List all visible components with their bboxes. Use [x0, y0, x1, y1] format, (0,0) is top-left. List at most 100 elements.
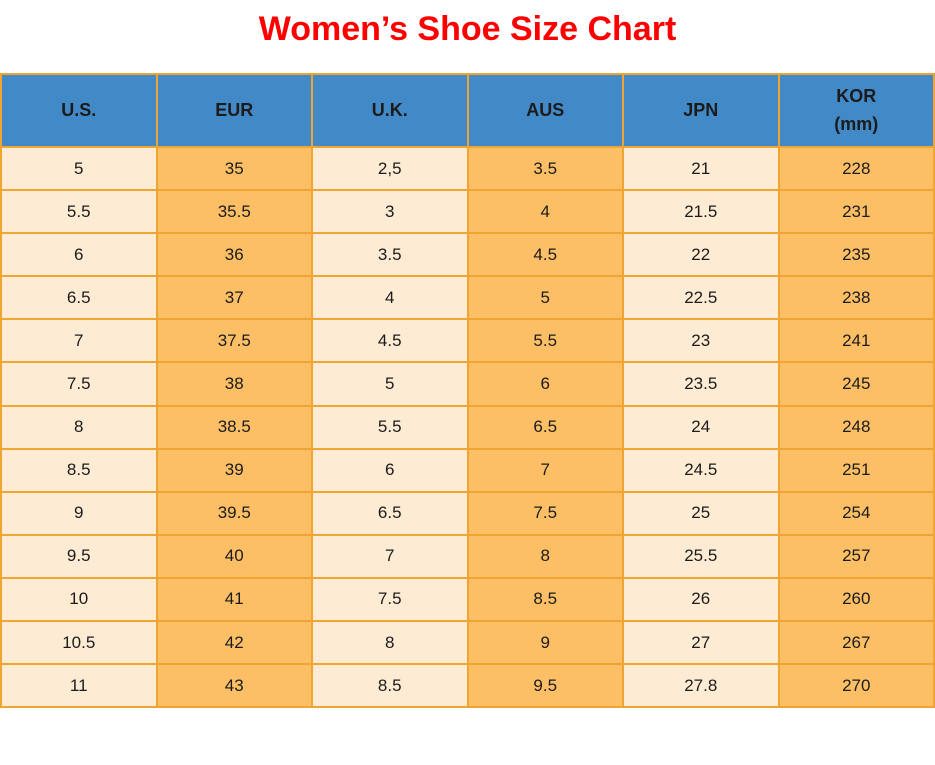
- table-row: 6 36 3.5 4.5 22 235: [0, 232, 935, 278]
- cell-kor-row9: 254: [777, 490, 935, 536]
- cell-kor-row8: 251: [777, 447, 935, 493]
- cell-us-row4: 6.5: [0, 275, 158, 321]
- cell-eur-row11: 41: [155, 576, 313, 623]
- cell-aus-row5: 5.5: [466, 318, 624, 364]
- cell-kor-row10: 257: [777, 533, 935, 579]
- cell-uk-row12: 8: [311, 620, 469, 666]
- cell-eur-row6: 38: [155, 361, 313, 407]
- column-header-aus: AUS: [466, 73, 624, 148]
- cell-jpn-row11: 26: [622, 576, 780, 623]
- cell-jpn-row2: 21.5: [622, 189, 780, 235]
- cell-kor-row11: 260: [777, 576, 935, 623]
- cell-us-row5: 7: [0, 318, 158, 364]
- cell-uk-row4: 4: [311, 275, 469, 321]
- cell-jpn-row9: 25: [622, 490, 780, 536]
- cell-kor-row2: 231: [777, 189, 935, 235]
- cell-uk-row13: 8.5: [311, 663, 469, 709]
- cell-jpn-row5: 23: [622, 318, 780, 364]
- cell-jpn-row13: 27.8: [622, 663, 780, 709]
- cell-aus-row10: 8: [466, 533, 624, 579]
- column-header-jpn: JPN: [622, 73, 780, 148]
- cell-aus-row12: 9: [466, 620, 624, 666]
- cell-uk-row5: 4.5: [311, 318, 469, 364]
- cell-eur-row1: 35: [155, 145, 313, 192]
- table-row: 7 37.5 4.5 5.5 23 241: [0, 318, 935, 364]
- cell-us-row7: 8: [0, 404, 158, 450]
- cell-jpn-row4: 22.5: [622, 275, 780, 321]
- cell-eur-row8: 39: [155, 447, 313, 493]
- column-header-us: U.S.: [0, 73, 158, 148]
- table-row: 8 38.5 5.5 6.5 24 248: [0, 404, 935, 450]
- cell-uk-row2: 3: [311, 189, 469, 235]
- table-row: 5 35 2,5 3.5 21 228: [0, 145, 935, 192]
- table-row: 11 43 8.5 9.5 27.8 270: [0, 663, 935, 709]
- cell-kor-row3: 235: [777, 232, 935, 278]
- cell-aus-row7: 6.5: [466, 404, 624, 450]
- table-row: 10 41 7.5 8.5 26 260: [0, 576, 935, 623]
- cell-eur-row5: 37.5: [155, 318, 313, 364]
- table-header: U.S. EUR U.K. AUS JPN KOR (mm): [0, 73, 935, 148]
- cell-aus-row2: 4: [466, 189, 624, 235]
- table-row: 5.5 35.5 3 4 21.5 231: [0, 189, 935, 235]
- column-header-kor-label: KOR: [836, 85, 877, 106]
- cell-eur-row13: 43: [155, 663, 313, 709]
- cell-uk-row8: 6: [311, 447, 469, 493]
- cell-kor-row13: 270: [777, 663, 935, 709]
- cell-kor-row5: 241: [777, 318, 935, 364]
- cell-us-row9: 9: [0, 490, 158, 536]
- cell-eur-row10: 40: [155, 533, 313, 579]
- cell-uk-row7: 5.5: [311, 404, 469, 450]
- cell-aus-row11: 8.5: [466, 576, 624, 623]
- cell-aus-row9: 7.5: [466, 490, 624, 536]
- column-header-kor: KOR (mm): [777, 73, 935, 148]
- cell-us-row6: 7.5: [0, 361, 158, 407]
- cell-eur-row2: 35.5: [155, 189, 313, 235]
- cell-uk-row3: 3.5: [311, 232, 469, 278]
- page-title: Women’s Shoe Size Chart: [258, 10, 677, 48]
- cell-aus-row13: 9.5: [466, 663, 624, 709]
- size-conversion-table: U.S. EUR U.K. AUS JPN KOR (mm) 5 35 2,5 3.5 2…: [0, 73, 935, 709]
- cell-kor-row7: 248: [777, 404, 935, 450]
- column-header-uk: U.K.: [311, 73, 469, 148]
- table-row: 10.5 42 8 9 27 267: [0, 620, 935, 666]
- cell-jpn-row6: 23.5: [622, 361, 780, 407]
- table-row: 9.5 40 7 8 25.5 257: [0, 533, 935, 579]
- cell-eur-row4: 37: [155, 275, 313, 321]
- cell-jpn-row10: 25.5: [622, 533, 780, 579]
- cell-aus-row1: 3.5: [466, 145, 624, 192]
- cell-kor-row4: 238: [777, 275, 935, 321]
- cell-eur-row3: 36: [155, 232, 313, 278]
- cell-jpn-row3: 22: [622, 232, 780, 278]
- cell-eur-row9: 39.5: [155, 490, 313, 536]
- cell-uk-row11: 7.5: [311, 576, 469, 623]
- cell-us-row13: 11: [0, 663, 158, 709]
- cell-aus-row6: 6: [466, 361, 624, 407]
- cell-aus-row4: 5: [466, 275, 624, 321]
- cell-uk-row10: 7: [311, 533, 469, 579]
- cell-uk-row9: 6.5: [311, 490, 469, 536]
- cell-jpn-row7: 24: [622, 404, 780, 450]
- table-row: 9 39.5 6.5 7.5 25 254: [0, 490, 935, 536]
- cell-eur-row7: 38.5: [155, 404, 313, 450]
- cell-jpn-row8: 24.5: [622, 447, 780, 493]
- cell-us-row10: 9.5: [0, 533, 158, 579]
- cell-us-row12: 10.5: [0, 620, 158, 666]
- cell-aus-row8: 7: [466, 447, 624, 493]
- table-row: 7.5 38 5 6 23.5 245: [0, 361, 935, 407]
- header-row: U.S. EUR U.K. AUS JPN KOR (mm): [0, 73, 935, 148]
- cell-us-row8: 8.5: [0, 447, 158, 493]
- cell-uk-row6: 5: [311, 361, 469, 407]
- cell-aus-row3: 4.5: [466, 232, 624, 278]
- cell-kor-row12: 267: [777, 620, 935, 666]
- cell-us-row1: 5: [0, 145, 158, 192]
- column-header-eur: EUR: [155, 73, 313, 148]
- cell-jpn-row12: 27: [622, 620, 780, 666]
- cell-jpn-row1: 21: [622, 145, 780, 192]
- cell-us-row2: 5.5: [0, 189, 158, 235]
- cell-uk-row1: 2,5: [311, 145, 469, 192]
- cell-kor-row6: 245: [777, 361, 935, 407]
- cell-us-row3: 6: [0, 232, 158, 278]
- cell-kor-row1: 228: [777, 145, 935, 192]
- table-row: 8.5 39 6 7 24.5 251: [0, 447, 935, 493]
